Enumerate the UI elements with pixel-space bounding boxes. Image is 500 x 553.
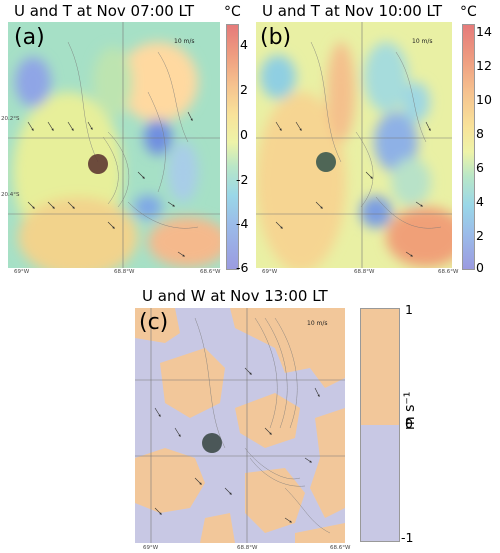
panel-c-xtick-3: 68.6°W	[330, 545, 351, 551]
panel-a-ytick-2: 20.4°S	[1, 192, 20, 198]
panel-b-xtick-1: 69°W	[262, 269, 278, 275]
panel-a-xtick-1: 69°W	[14, 269, 30, 275]
panel-a-title: U and T at Nov 07:00 LT	[14, 2, 194, 20]
panel-a-map: 10 m/s	[8, 22, 220, 268]
panel-a-label: (a)	[14, 25, 45, 50]
temperature-field-b	[256, 22, 452, 268]
panel-c-cb-tick: 1	[405, 302, 413, 317]
panel-c-title: U and W at Nov 13:00 LT	[142, 287, 328, 305]
panel-b-colorbar	[462, 24, 475, 270]
vertical-wind-field-c	[135, 308, 345, 543]
panel-b-cb-tick: 4	[476, 194, 484, 209]
site-marker-b	[316, 152, 336, 172]
panel-b-cb-tick: 0	[476, 260, 484, 275]
panel-c-unit: m s⁻¹	[402, 391, 418, 430]
panel-c-scale: 10 m/s	[307, 320, 328, 327]
panel-b-cb-tick: 14	[476, 24, 492, 39]
panel-b-cb-tick: 10	[476, 92, 492, 107]
panel-b-cb-tick: 12	[476, 58, 492, 73]
panel-a-cb-tick: 4	[240, 37, 248, 52]
panel-a-cb-tick: 2	[240, 82, 248, 97]
panel-c-colorbar	[360, 308, 400, 542]
panel-b-scale: 10 m/s	[412, 38, 433, 45]
site-marker-a	[88, 154, 108, 174]
panel-a-ytick-1: 20.2°S	[1, 116, 20, 122]
panel-c-cb-tick: 0	[405, 416, 413, 431]
panel-b-unit: °C	[460, 4, 477, 20]
panel-a-colorbar	[226, 24, 239, 270]
panel-a-xtick-3: 68.6°W	[200, 269, 221, 275]
panel-c-cb-tick: -1	[401, 530, 414, 545]
site-marker-c	[202, 433, 222, 453]
temperature-field-a	[8, 22, 220, 268]
panel-a-scale: 10 m/s	[174, 38, 195, 45]
panel-c-map: 10 m/s	[135, 308, 345, 543]
panel-b-xtick-2: 68.8°W	[354, 269, 375, 275]
panel-a-cb-tick: -6	[236, 260, 249, 275]
panel-a-cb-tick: 0	[240, 127, 248, 142]
panel-c-xtick-2: 68.8°W	[237, 545, 258, 551]
panel-c-xtick-1: 69°W	[143, 545, 159, 551]
panel-b-cb-tick: 2	[476, 228, 484, 243]
panel-c-label: (c)	[139, 310, 169, 335]
panel-b-map: 10 m/s	[256, 22, 452, 268]
panel-a-cb-tick: -4	[236, 216, 249, 231]
panel-a-xtick-2: 68.8°W	[114, 269, 135, 275]
panel-b-label: (b)	[260, 25, 292, 50]
panel-b-cb-tick: 8	[476, 126, 484, 141]
panel-a-cb-tick: -2	[236, 172, 249, 187]
panel-b-cb-tick: 6	[476, 160, 484, 175]
panel-b-xtick-3: 68.6°W	[438, 269, 459, 275]
panel-a-unit: °C	[224, 4, 241, 20]
panel-b-title: U and T at Nov 10:00 LT	[262, 2, 442, 20]
